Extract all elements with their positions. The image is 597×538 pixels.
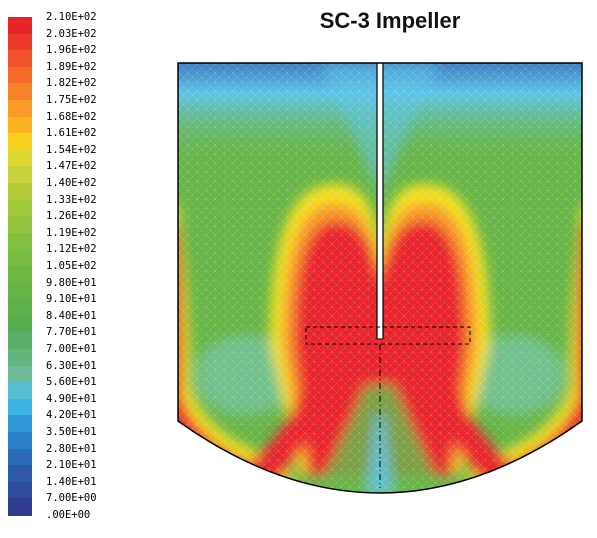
legend-swatch: [8, 349, 32, 367]
legend-swatch: [8, 382, 32, 400]
legend-swatch: [8, 432, 32, 450]
legend-swatch: [8, 249, 32, 267]
legend-swatch: [8, 199, 32, 217]
legend-tick-label: 9.80E+01: [46, 276, 97, 289]
legend-swatch: [8, 266, 32, 284]
legend-tick-label: 1.68E+02: [46, 110, 97, 123]
legend-swatch: [8, 365, 32, 383]
legend-tick-label: 8.40E+01: [46, 309, 97, 322]
legend-swatch: [8, 66, 32, 84]
legend-tick-label: 3.50E+01: [46, 426, 97, 438]
legend-tick-label: 2.10E+01: [46, 459, 97, 472]
legend-swatch: [8, 498, 32, 516]
legend-swatch: [8, 465, 32, 483]
impeller-tank-contour: [177, 62, 583, 494]
legend-swatch: [8, 33, 32, 51]
legend-swatch: [8, 315, 32, 333]
legend-tick-label: 1.61E+02: [46, 127, 97, 140]
legend-tick-label: 7.00E+00: [46, 492, 97, 505]
color-legend: 2.10E+02 2.03E+02 1.96E+02 1.89E+02 1.82E+02…: [8, 12, 138, 538]
legend-tick-label: 1.82E+02: [46, 77, 97, 90]
legend-swatch: [8, 83, 32, 101]
legend-swatch: [8, 232, 32, 250]
legend-tick-label: 1.89E+02: [46, 60, 97, 73]
legend-swatch: [8, 216, 32, 234]
legend-tick-label: 6.30E+01: [46, 359, 97, 372]
legend-swatch: [8, 282, 32, 300]
legend-tick-label: 1.19E+02: [46, 226, 97, 239]
legend-swatch: [8, 149, 32, 167]
tank-outline: [177, 62, 583, 494]
shaft-gap: [377, 63, 383, 339]
legend-tick-label: 7.00E+01: [46, 343, 97, 355]
diagram-title: SC-3 Impeller: [319, 8, 461, 33]
legend-tick-label: 1.47E+02: [46, 160, 97, 173]
legend-swatch: [8, 133, 32, 151]
legend-swatch: [8, 100, 32, 118]
legend-tick-label: 2.80E+01: [46, 442, 97, 455]
legend-tick-label: 1.26E+02: [46, 210, 97, 223]
legend-tick-label: 1.33E+02: [46, 193, 97, 206]
legend-tick-label: 1.40E+01: [46, 475, 97, 488]
legend-swatch: [8, 415, 32, 433]
legend-swatch: [8, 398, 32, 416]
legend-swatch: [8, 299, 32, 317]
legend-tick-label: 2.03E+02: [46, 27, 97, 40]
legend-tick-label: 4.20E+01: [46, 409, 97, 422]
legend-tick-label: 1.12E+02: [46, 243, 97, 256]
legend-tick-label: 1.96E+02: [46, 44, 97, 57]
legend-tick-label: 1.54E+02: [46, 143, 97, 156]
legend-tick-label: 5.60E+01: [46, 376, 97, 389]
legend-swatch: [8, 183, 32, 201]
legend-tick-label: 1.75E+02: [46, 94, 97, 106]
legend-swatch: [8, 50, 32, 68]
legend-swatch: [8, 116, 32, 134]
legend-swatch: [8, 332, 32, 350]
legend-swatch: [8, 166, 32, 184]
legend-tick-label: 7.70E+01: [46, 326, 97, 339]
legend-tick-label: .00E+00: [46, 509, 91, 521]
legend-tick-label: 2.10E+02: [46, 11, 97, 23]
legend-tick-label: 1.05E+02: [46, 260, 97, 272]
legend-swatch: [8, 448, 32, 466]
impeller-region-box: [305, 326, 471, 345]
legend-tick-label: 1.40E+02: [46, 177, 97, 189]
legend-swatch: [8, 17, 32, 35]
legend-tick-label: 9.10E+01: [46, 293, 97, 306]
legend-tick-label: 4.90E+01: [46, 392, 97, 405]
legend-swatch: [8, 481, 32, 499]
